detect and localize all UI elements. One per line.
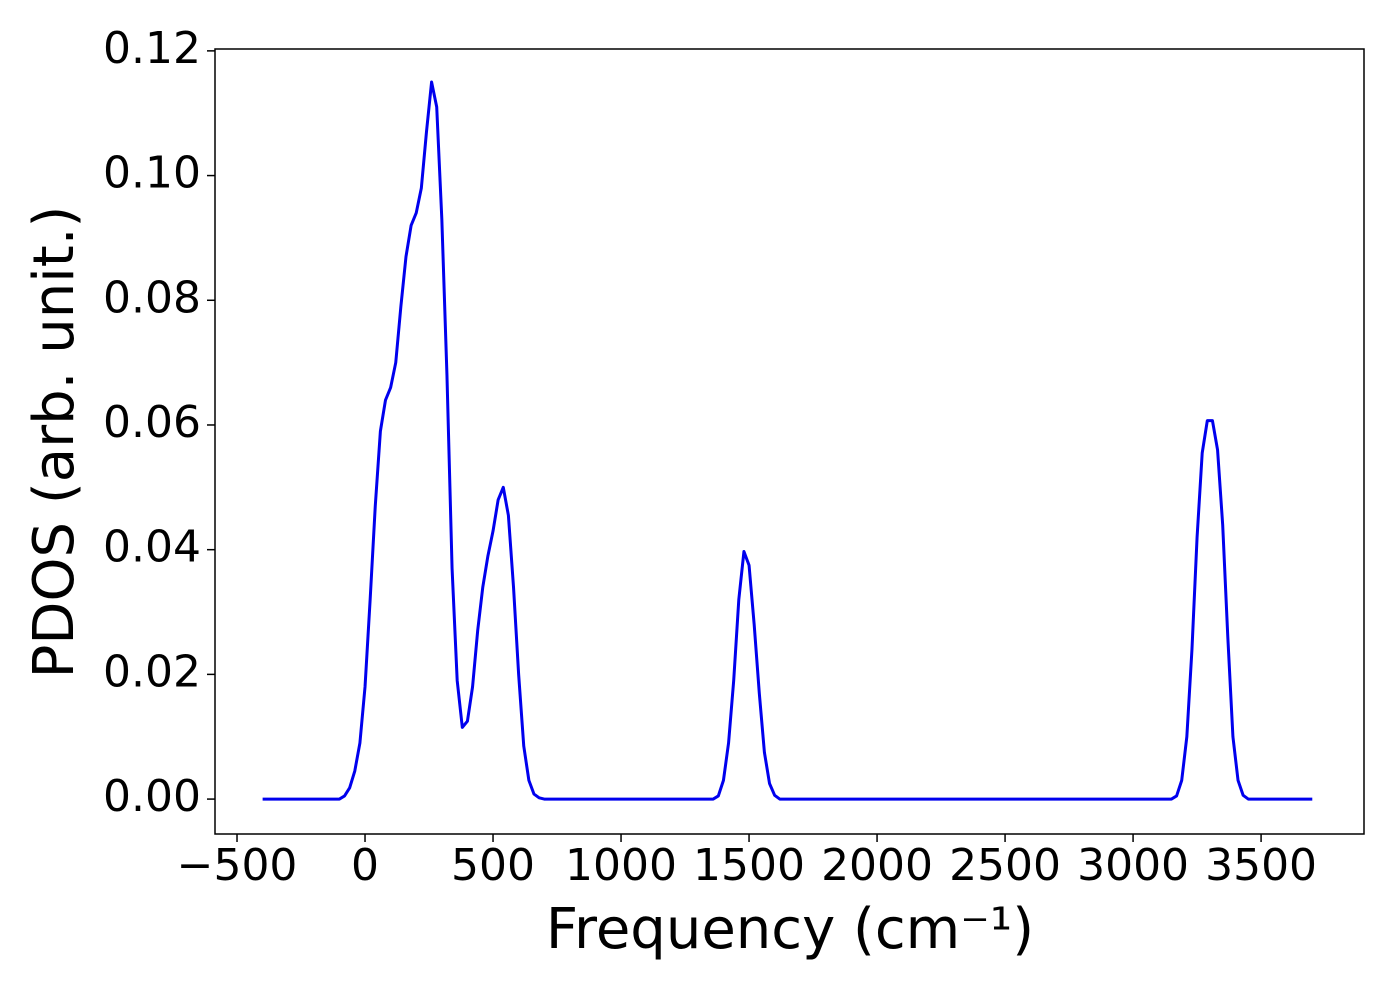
y-axis-label: PDOS (arb. unit.) (22, 206, 87, 679)
x-tick-label: 2500 (949, 840, 1061, 891)
y-tick-label: 0.04 (103, 522, 201, 573)
y-tick-label: 0.06 (103, 397, 201, 448)
x-tick-label: 1000 (565, 840, 677, 891)
y-tick-label: 0.12 (103, 23, 201, 74)
x-tick-label: 2000 (821, 840, 933, 891)
x-axis-label: Frequency (cm⁻¹) (546, 897, 1034, 962)
x-tick-label: 0 (351, 840, 379, 891)
y-tick-label: 0.02 (103, 646, 201, 697)
y-tick-label: 0.08 (103, 272, 201, 323)
x-tick-label: 500 (451, 840, 535, 891)
data-line (262, 80, 1313, 801)
x-tick-label: 1500 (693, 840, 805, 891)
y-tick-label: 0.10 (103, 148, 201, 199)
x-tick-label: −500 (177, 840, 298, 891)
plot-frame (214, 48, 1365, 835)
y-tick-label: 0.00 (103, 771, 201, 822)
x-tick-label: 3500 (1205, 840, 1317, 891)
x-tick-label: 3000 (1077, 840, 1189, 891)
